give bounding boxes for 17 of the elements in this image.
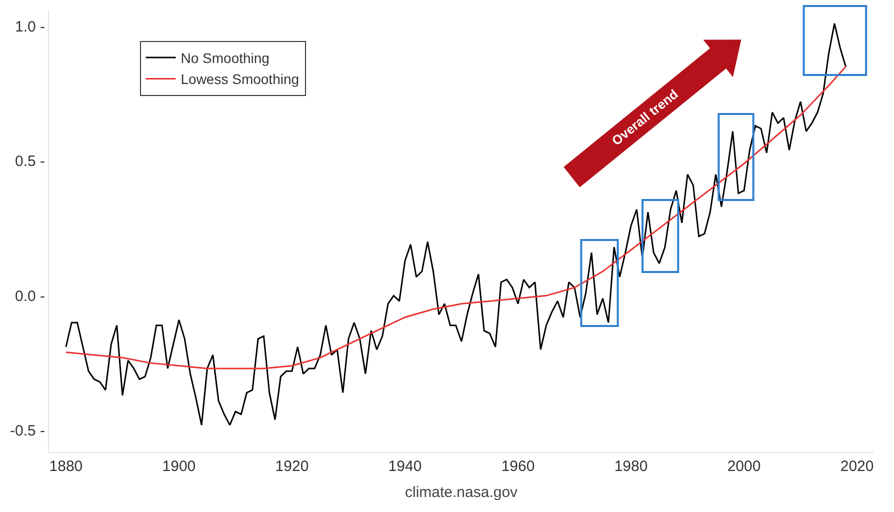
x-tick-label: 1960 bbox=[501, 458, 535, 475]
line-series bbox=[65, 22, 846, 426]
x-tick-label: 2020 bbox=[840, 458, 874, 475]
y-tick-label: 1.0 - bbox=[14, 18, 46, 36]
x-tick-label: 1920 bbox=[275, 458, 309, 475]
x-tick-label: 1940 bbox=[388, 458, 422, 475]
x-tick-label: 1880 bbox=[49, 458, 83, 475]
y-tick-label: -0.5 - bbox=[10, 422, 45, 440]
legend-label: No Smoothing bbox=[180, 50, 270, 66]
text: climate.nasa.gov bbox=[405, 484, 518, 501]
x-tick-label: 1900 bbox=[162, 458, 196, 475]
x-tick-label: 1980 bbox=[614, 458, 648, 475]
x-tick-label: 2000 bbox=[727, 458, 761, 475]
y-tick-label: 0.5 - bbox=[14, 153, 46, 170]
y-tick-label: 0.0 - bbox=[14, 288, 46, 305]
line-series bbox=[65, 66, 846, 370]
legend-label: Lowess Smoothing bbox=[180, 71, 300, 88]
